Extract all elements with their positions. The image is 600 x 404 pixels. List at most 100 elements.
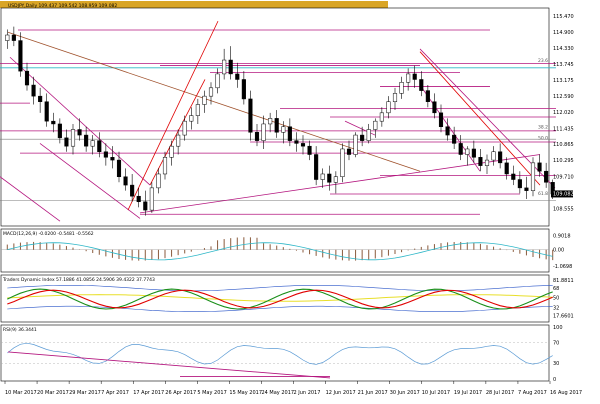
date-tick-label: 24 May 2017 — [261, 390, 294, 396]
candle-body — [478, 157, 483, 166]
candle-body — [504, 162, 509, 175]
candle-body — [353, 134, 358, 155]
rsi-tick-label: 0 — [553, 377, 556, 383]
candle-body — [406, 73, 411, 83]
date-tick-label: 19 Jul 2017 — [454, 390, 482, 396]
date-tick-label: 26 Apr 2017 — [165, 390, 196, 396]
trend-line — [7, 31, 421, 172]
fib-level-label: 23.6 — [538, 58, 548, 64]
trend-line — [0, 176, 61, 222]
candle-body — [38, 95, 43, 102]
price-tick-label: 115.470 — [553, 14, 574, 20]
price-tick-label: 111.435 — [553, 126, 574, 132]
candle-body — [530, 162, 536, 191]
candle-body — [248, 98, 253, 133]
fib-level-label: 38.2 — [538, 125, 548, 131]
trend-line — [419, 51, 541, 186]
fib-level-label: 61.8 — [538, 191, 548, 197]
rsi-tick-label: 100 — [553, 325, 563, 331]
candle-body — [241, 79, 246, 100]
candle-body — [254, 132, 260, 141]
candle-body — [261, 123, 266, 141]
trend-line — [139, 154, 541, 214]
candle-body — [360, 134, 365, 141]
candle-body — [110, 157, 115, 161]
candle-body — [162, 157, 168, 175]
candle-body — [537, 162, 542, 172]
candle-body — [189, 115, 194, 122]
last-price-label: 109.082 — [553, 192, 574, 198]
trend-line — [39, 143, 141, 219]
candle-body — [412, 73, 417, 80]
trend-line — [419, 84, 481, 172]
symbol-title: USDJPY,Daily 109.437 109.542 108.959 109… — [8, 3, 117, 9]
candle-body — [484, 159, 490, 166]
date-tick-label: 15 May 2017 — [229, 390, 262, 396]
macd-tick-label: 0.9018 — [553, 233, 571, 239]
rsi-layer — [1, 342, 553, 379]
price-tick-label: 108.555 — [553, 206, 574, 212]
tdi-upper-band — [7, 285, 553, 292]
date-tick-label: 29 Mar 2017 — [69, 390, 101, 396]
main-price-layer — [0, 20, 556, 222]
axis-layer: 115.470 114.900 114.330 113.745 113.175 112.5… — [4, 14, 582, 396]
candle-body — [235, 73, 240, 80]
candle-body — [156, 173, 161, 189]
candle-body — [511, 173, 516, 180]
candle-body — [281, 126, 286, 133]
tdi-rsi-price-line — [7, 288, 553, 310]
candle-body — [498, 151, 503, 164]
price-tick-label: 112.590 — [553, 94, 574, 100]
candle-body — [130, 184, 135, 197]
date-tick-label: 30 Jun 2017 — [390, 390, 420, 396]
candle-body — [70, 129, 76, 147]
candle-body — [116, 159, 122, 178]
price-tick-label: 112.020 — [553, 110, 574, 116]
price-tick-label: 114.900 — [553, 30, 574, 36]
date-tick-label: 28 Jul 2017 — [486, 390, 514, 396]
date-tick-label: 7 Apr 2017 — [101, 390, 129, 396]
tdi-tick-label: 50 — [553, 296, 559, 302]
candle-body — [228, 59, 233, 75]
macd-tick-label: 0.00 — [553, 248, 564, 254]
candle-body — [57, 123, 62, 139]
candle-body — [287, 126, 292, 141]
candle-body — [51, 120, 56, 125]
candle-body — [169, 145, 174, 158]
candle-body — [366, 129, 371, 141]
macd-title: MACD(12,26,9) -0.0200 -0.5481 -0.5562 — [3, 231, 94, 237]
candle-body — [77, 129, 82, 136]
candle-body — [445, 126, 450, 136]
macd-tick-label: -1.0698 — [553, 264, 572, 270]
trend-line — [149, 79, 206, 186]
tdi-signal-line — [7, 289, 553, 309]
date-tick-label: 7 Aug 2017 — [518, 390, 547, 396]
date-tick-label: 17 Apr 2017 — [133, 390, 164, 396]
candle-body — [294, 140, 299, 144]
candle-body — [340, 148, 345, 178]
rsi-panel — [0, 324, 550, 382]
candle-body — [379, 112, 384, 122]
candle-body — [149, 187, 154, 211]
date-tick-label: 20 Mar 2017 — [37, 390, 69, 396]
date-tick-label: 10 Jul 2017 — [422, 390, 450, 396]
tdi-layer — [7, 285, 553, 312]
candle-body — [314, 154, 319, 180]
rsi-line — [7, 342, 553, 365]
candle-body — [327, 173, 332, 183]
price-tick-label: 109.710 — [553, 174, 574, 180]
candle-body — [182, 120, 187, 136]
date-tick-label: 2 Jun 2017 — [294, 390, 321, 396]
candle-body — [491, 151, 496, 161]
macd-layer — [1, 237, 554, 261]
tdi-tick-label: 17.6601 — [553, 314, 574, 320]
tdi-title: Traders Dynamic Index 57.1886 41.0856 24… — [2, 277, 155, 283]
price-tick-label: 113.745 — [553, 62, 574, 68]
candle-body — [419, 79, 424, 91]
candle-body — [215, 73, 220, 89]
candle-body — [320, 173, 325, 180]
rsi-tick-label: 70 — [553, 340, 559, 346]
date-tick-label: 12 Jun 2017 — [326, 390, 356, 396]
candle-body — [90, 140, 95, 147]
candle-body — [432, 101, 437, 114]
